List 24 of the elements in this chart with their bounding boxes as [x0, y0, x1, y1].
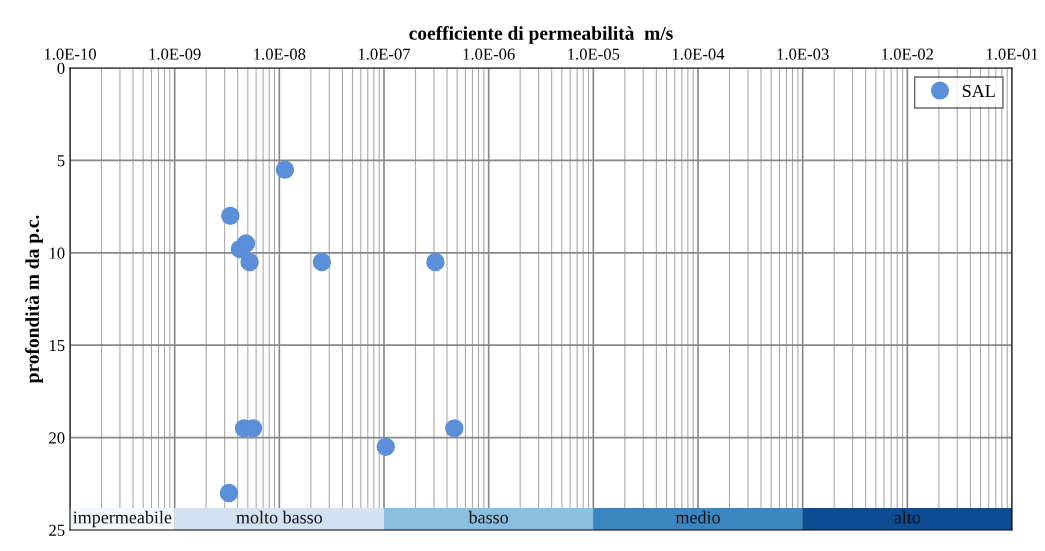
- x-tick-label: 1.0E-08: [254, 48, 306, 60]
- y-tick-label: 25: [49, 524, 65, 536]
- band-label: alto: [894, 510, 921, 524]
- x-tick-label: 1.0E-02: [882, 48, 934, 60]
- y-tick-label: 0: [57, 62, 65, 74]
- x-tick-label: 1.0E-05: [568, 48, 620, 60]
- x-tick-label: 1.0E-10: [44, 48, 96, 60]
- band-label: medio: [675, 510, 720, 524]
- band-label: impermeabile: [73, 510, 172, 528]
- legend-label: SAL: [962, 84, 995, 98]
- x-tick-label: 1.0E-01: [986, 48, 1038, 60]
- x-axis-title: coefficiente di permeabilità m/s: [409, 26, 673, 44]
- band-label: molto basso: [236, 510, 323, 524]
- band-label: basso: [468, 510, 509, 524]
- x-tick-label: 1.0E-06: [463, 48, 515, 60]
- y-tick-label: 10: [49, 247, 65, 259]
- x-tick-label: 1.0E-04: [672, 48, 725, 60]
- x-tick-label: 1.0E-03: [777, 48, 829, 60]
- x-tick-label: 1.0E-09: [149, 48, 201, 60]
- y-tick-label: 20: [49, 432, 65, 444]
- y-axis-title: profondità m da p.c.: [25, 215, 43, 384]
- y-tick-label: 15: [49, 339, 65, 352]
- x-tick-label: 1.0E-07: [358, 48, 411, 60]
- y-tick-label: 5: [57, 155, 65, 167]
